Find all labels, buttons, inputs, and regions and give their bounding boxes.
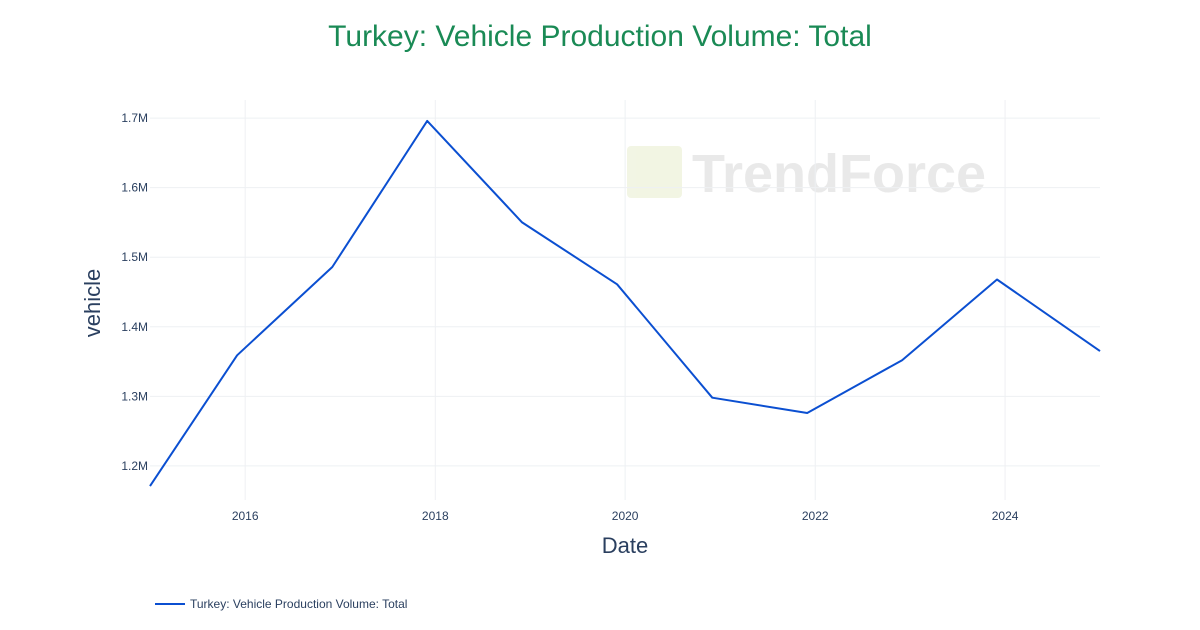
- watermark-text: TrendForce: [692, 144, 986, 204]
- y-tick-label: 1.2M: [121, 459, 148, 473]
- series-group: [149, 119, 1101, 487]
- chart-title: Turkey: Vehicle Production Volume: Total: [328, 20, 872, 53]
- x-tick-label: 2020: [612, 509, 639, 523]
- y-tick-label: 1.6M: [121, 181, 148, 195]
- trendforce-watermark: TrendForce: [627, 144, 986, 204]
- x-tick-label: 2022: [802, 509, 829, 523]
- y-axis-title: vehicle: [80, 269, 105, 337]
- x-tick-label: 2018: [422, 509, 449, 523]
- watermark-logo-mark: [627, 146, 682, 198]
- y-tick-label: 1.4M: [121, 320, 148, 334]
- x-axis-title: Date: [602, 533, 648, 558]
- y-tick-label: 1.7M: [121, 111, 148, 125]
- legend[interactable]: Turkey: Vehicle Production Volume: Total: [155, 596, 407, 612]
- x-tick-label: 2024: [992, 509, 1019, 523]
- grid: [150, 100, 1100, 500]
- y-tick-label: 1.5M: [121, 250, 148, 264]
- x-tick-label: 2016: [232, 509, 259, 523]
- legend-line-swatch: [155, 603, 185, 605]
- legend-label: Turkey: Vehicle Production Volume: Total: [190, 597, 408, 611]
- y-axis-ticks: 1.2M 1.3M 1.4M 1.5M 1.6M 1.7M: [121, 111, 148, 473]
- y-tick-label: 1.3M: [121, 389, 148, 403]
- x-axis-ticks: 2016 2018 2020 2022 2024: [232, 509, 1019, 523]
